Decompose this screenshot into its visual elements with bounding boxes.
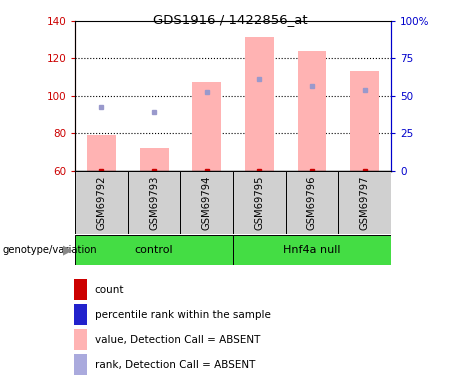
Bar bbox=[180, 171, 233, 234]
Text: value, Detection Call = ABSENT: value, Detection Call = ABSENT bbox=[95, 334, 260, 345]
Bar bbox=[75, 235, 233, 265]
Bar bbox=[286, 171, 338, 234]
Text: Hnf4a null: Hnf4a null bbox=[283, 245, 341, 255]
Text: rank, Detection Call = ABSENT: rank, Detection Call = ABSENT bbox=[95, 360, 255, 370]
Text: control: control bbox=[135, 245, 173, 255]
Text: GSM69792: GSM69792 bbox=[96, 175, 106, 230]
Text: genotype/variation: genotype/variation bbox=[2, 245, 97, 255]
Bar bbox=[233, 235, 391, 265]
Bar bbox=[245, 38, 274, 171]
Text: GSM69794: GSM69794 bbox=[202, 175, 212, 230]
Bar bbox=[233, 171, 286, 234]
Text: percentile rank within the sample: percentile rank within the sample bbox=[95, 309, 271, 320]
Bar bbox=[338, 171, 391, 234]
Bar bbox=[74, 329, 87, 350]
Bar bbox=[140, 148, 169, 171]
Text: GDS1916 / 1422856_at: GDS1916 / 1422856_at bbox=[153, 13, 308, 26]
Bar bbox=[75, 171, 128, 234]
Text: GSM69797: GSM69797 bbox=[360, 175, 370, 230]
Text: ▶: ▶ bbox=[63, 244, 73, 256]
Bar bbox=[87, 135, 116, 171]
Text: GSM69795: GSM69795 bbox=[254, 175, 264, 230]
Text: GSM69796: GSM69796 bbox=[307, 175, 317, 230]
Bar bbox=[297, 51, 326, 171]
Bar bbox=[74, 279, 87, 300]
Bar bbox=[74, 354, 87, 375]
Bar bbox=[350, 71, 379, 171]
Text: count: count bbox=[95, 285, 124, 294]
Bar bbox=[128, 171, 180, 234]
Bar bbox=[74, 304, 87, 325]
Bar bbox=[192, 82, 221, 171]
Text: GSM69793: GSM69793 bbox=[149, 175, 159, 230]
